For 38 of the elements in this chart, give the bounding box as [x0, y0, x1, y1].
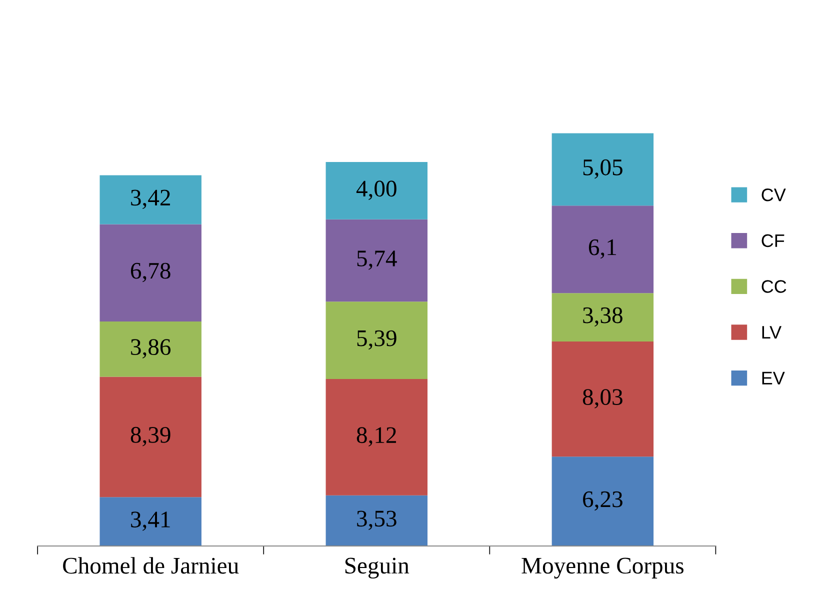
- bar: [326, 495, 428, 546]
- data-label: 8,39: [130, 426, 170, 446]
- data-label: 6,23: [583, 491, 622, 511]
- data-label: 3,53: [357, 510, 396, 530]
- bar: [552, 456, 654, 546]
- legend-label: CC: [762, 280, 786, 293]
- bar: [326, 378, 428, 496]
- data-label: 8,03: [582, 389, 622, 408]
- bar: [326, 162, 428, 220]
- bar: [100, 321, 202, 377]
- x-tick-label: Seguin: [345, 558, 410, 579]
- bar: [326, 219, 428, 302]
- bar: [552, 342, 654, 457]
- data-label: 4,00: [356, 180, 396, 200]
- bar: [326, 302, 428, 379]
- x-tick-label: Moyenne Corpus: [522, 558, 684, 579]
- bar: [100, 376, 202, 498]
- bar: [552, 293, 654, 342]
- x-tick-label: Chomel de Jarnieu: [63, 557, 239, 574]
- bar: [552, 206, 654, 294]
- data-label: 3,86: [131, 339, 171, 358]
- bar: [100, 175, 202, 224]
- legend-label: EV: [762, 372, 785, 384]
- legend-label: LV: [762, 326, 782, 339]
- data-label: 5,74: [357, 250, 397, 270]
- data-label: 6,1: [588, 239, 616, 259]
- data-label: 8,12: [356, 427, 396, 446]
- bar: [552, 133, 654, 206]
- data-label: 3,38: [583, 307, 622, 327]
- legend-label: CF: [762, 234, 784, 248]
- bar: [100, 224, 202, 322]
- bar: [100, 497, 202, 546]
- data-label: 3,42: [131, 190, 170, 210]
- legend-label: CV: [762, 188, 786, 202]
- data-label: 5,39: [357, 330, 396, 350]
- data-label: 6,78: [130, 262, 170, 282]
- data-label: 5,05: [583, 159, 622, 179]
- data-label: 3,41: [131, 512, 170, 531]
